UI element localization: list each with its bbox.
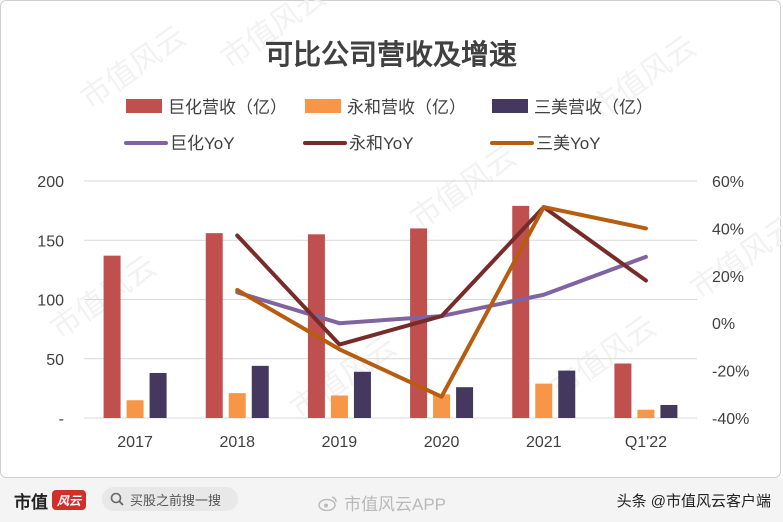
chart-card	[0, 0, 781, 478]
chart-canvas: 市值风云市值风云市值风云市值风云市值风云市值风云市值风云市值风云可比公司营收及增…	[37, 0, 783, 451]
x-tick-label: 2018	[219, 434, 255, 451]
brand-logo: 风云	[52, 490, 86, 510]
legend-label: 巨化YoY	[170, 134, 235, 153]
y-left-tick-label: 100	[37, 293, 64, 310]
y-left-tick-label: 200	[37, 174, 64, 191]
brand-name: 市值	[14, 492, 48, 512]
y-right-tick-label: -20%	[712, 364, 749, 381]
watermark-text: 市值风云	[405, 140, 522, 236]
bar	[660, 404, 678, 418]
footer-bar: 市值 风云 买股之前搜一搜 市值风云APP 头条 @市值风云客户端	[0, 478, 783, 522]
x-tick-label: 2020	[424, 434, 460, 451]
bar	[228, 393, 246, 418]
legend-label: 永和营收（亿）	[347, 98, 466, 117]
legend-swatch	[305, 99, 341, 113]
bar	[535, 383, 553, 418]
chart-title: 可比公司营收及增速	[265, 39, 517, 70]
bar	[433, 394, 451, 418]
legend-label: 永和YoY	[349, 134, 414, 153]
legend-swatch	[126, 99, 162, 113]
y-left-tick-label: -	[59, 411, 64, 428]
bar	[637, 409, 655, 418]
search-icon	[110, 492, 124, 506]
bar	[353, 371, 371, 418]
bar	[307, 234, 325, 418]
legend-label: 巨化营收（亿）	[168, 98, 287, 117]
weibo-watermark: 市值风云APP	[318, 490, 446, 515]
series-line	[235, 205, 648, 347]
bar	[103, 255, 121, 418]
legend-label: 三美YoY	[536, 134, 601, 153]
author-label: 头条 @市值风云客户端	[616, 493, 771, 510]
search-placeholder: 买股之前搜一搜	[130, 492, 222, 508]
brand[interactable]: 市值 风云	[14, 486, 86, 514]
legend-label: 三美营收（亿）	[534, 98, 653, 117]
x-tick-label: 2021	[526, 434, 562, 451]
x-tick-label: 2019	[322, 434, 358, 451]
y-right-tick-label: 40%	[712, 221, 744, 238]
y-right-tick-label: 0%	[712, 316, 735, 333]
bar	[149, 372, 167, 418]
weibo-icon	[318, 495, 337, 511]
bar	[558, 370, 576, 418]
bar	[251, 365, 269, 418]
weibo-label: 市值风云APP	[344, 495, 447, 514]
x-tick-label: Q1'22	[625, 434, 667, 451]
search-input[interactable]: 买股之前搜一搜	[102, 487, 238, 511]
y-left-tick-label: 150	[37, 233, 64, 250]
series-line	[235, 205, 648, 399]
y-right-tick-label: -40%	[712, 411, 749, 428]
y-right-tick-label: 60%	[712, 174, 744, 191]
bar	[205, 233, 223, 418]
legend-swatch	[492, 99, 528, 113]
bar	[126, 400, 144, 418]
bar	[614, 363, 632, 418]
bar	[456, 387, 474, 418]
bar	[330, 395, 348, 418]
x-tick-label: 2017	[117, 434, 153, 451]
y-right-tick-label: 20%	[712, 269, 744, 286]
y-left-tick-label: 50	[46, 352, 64, 369]
